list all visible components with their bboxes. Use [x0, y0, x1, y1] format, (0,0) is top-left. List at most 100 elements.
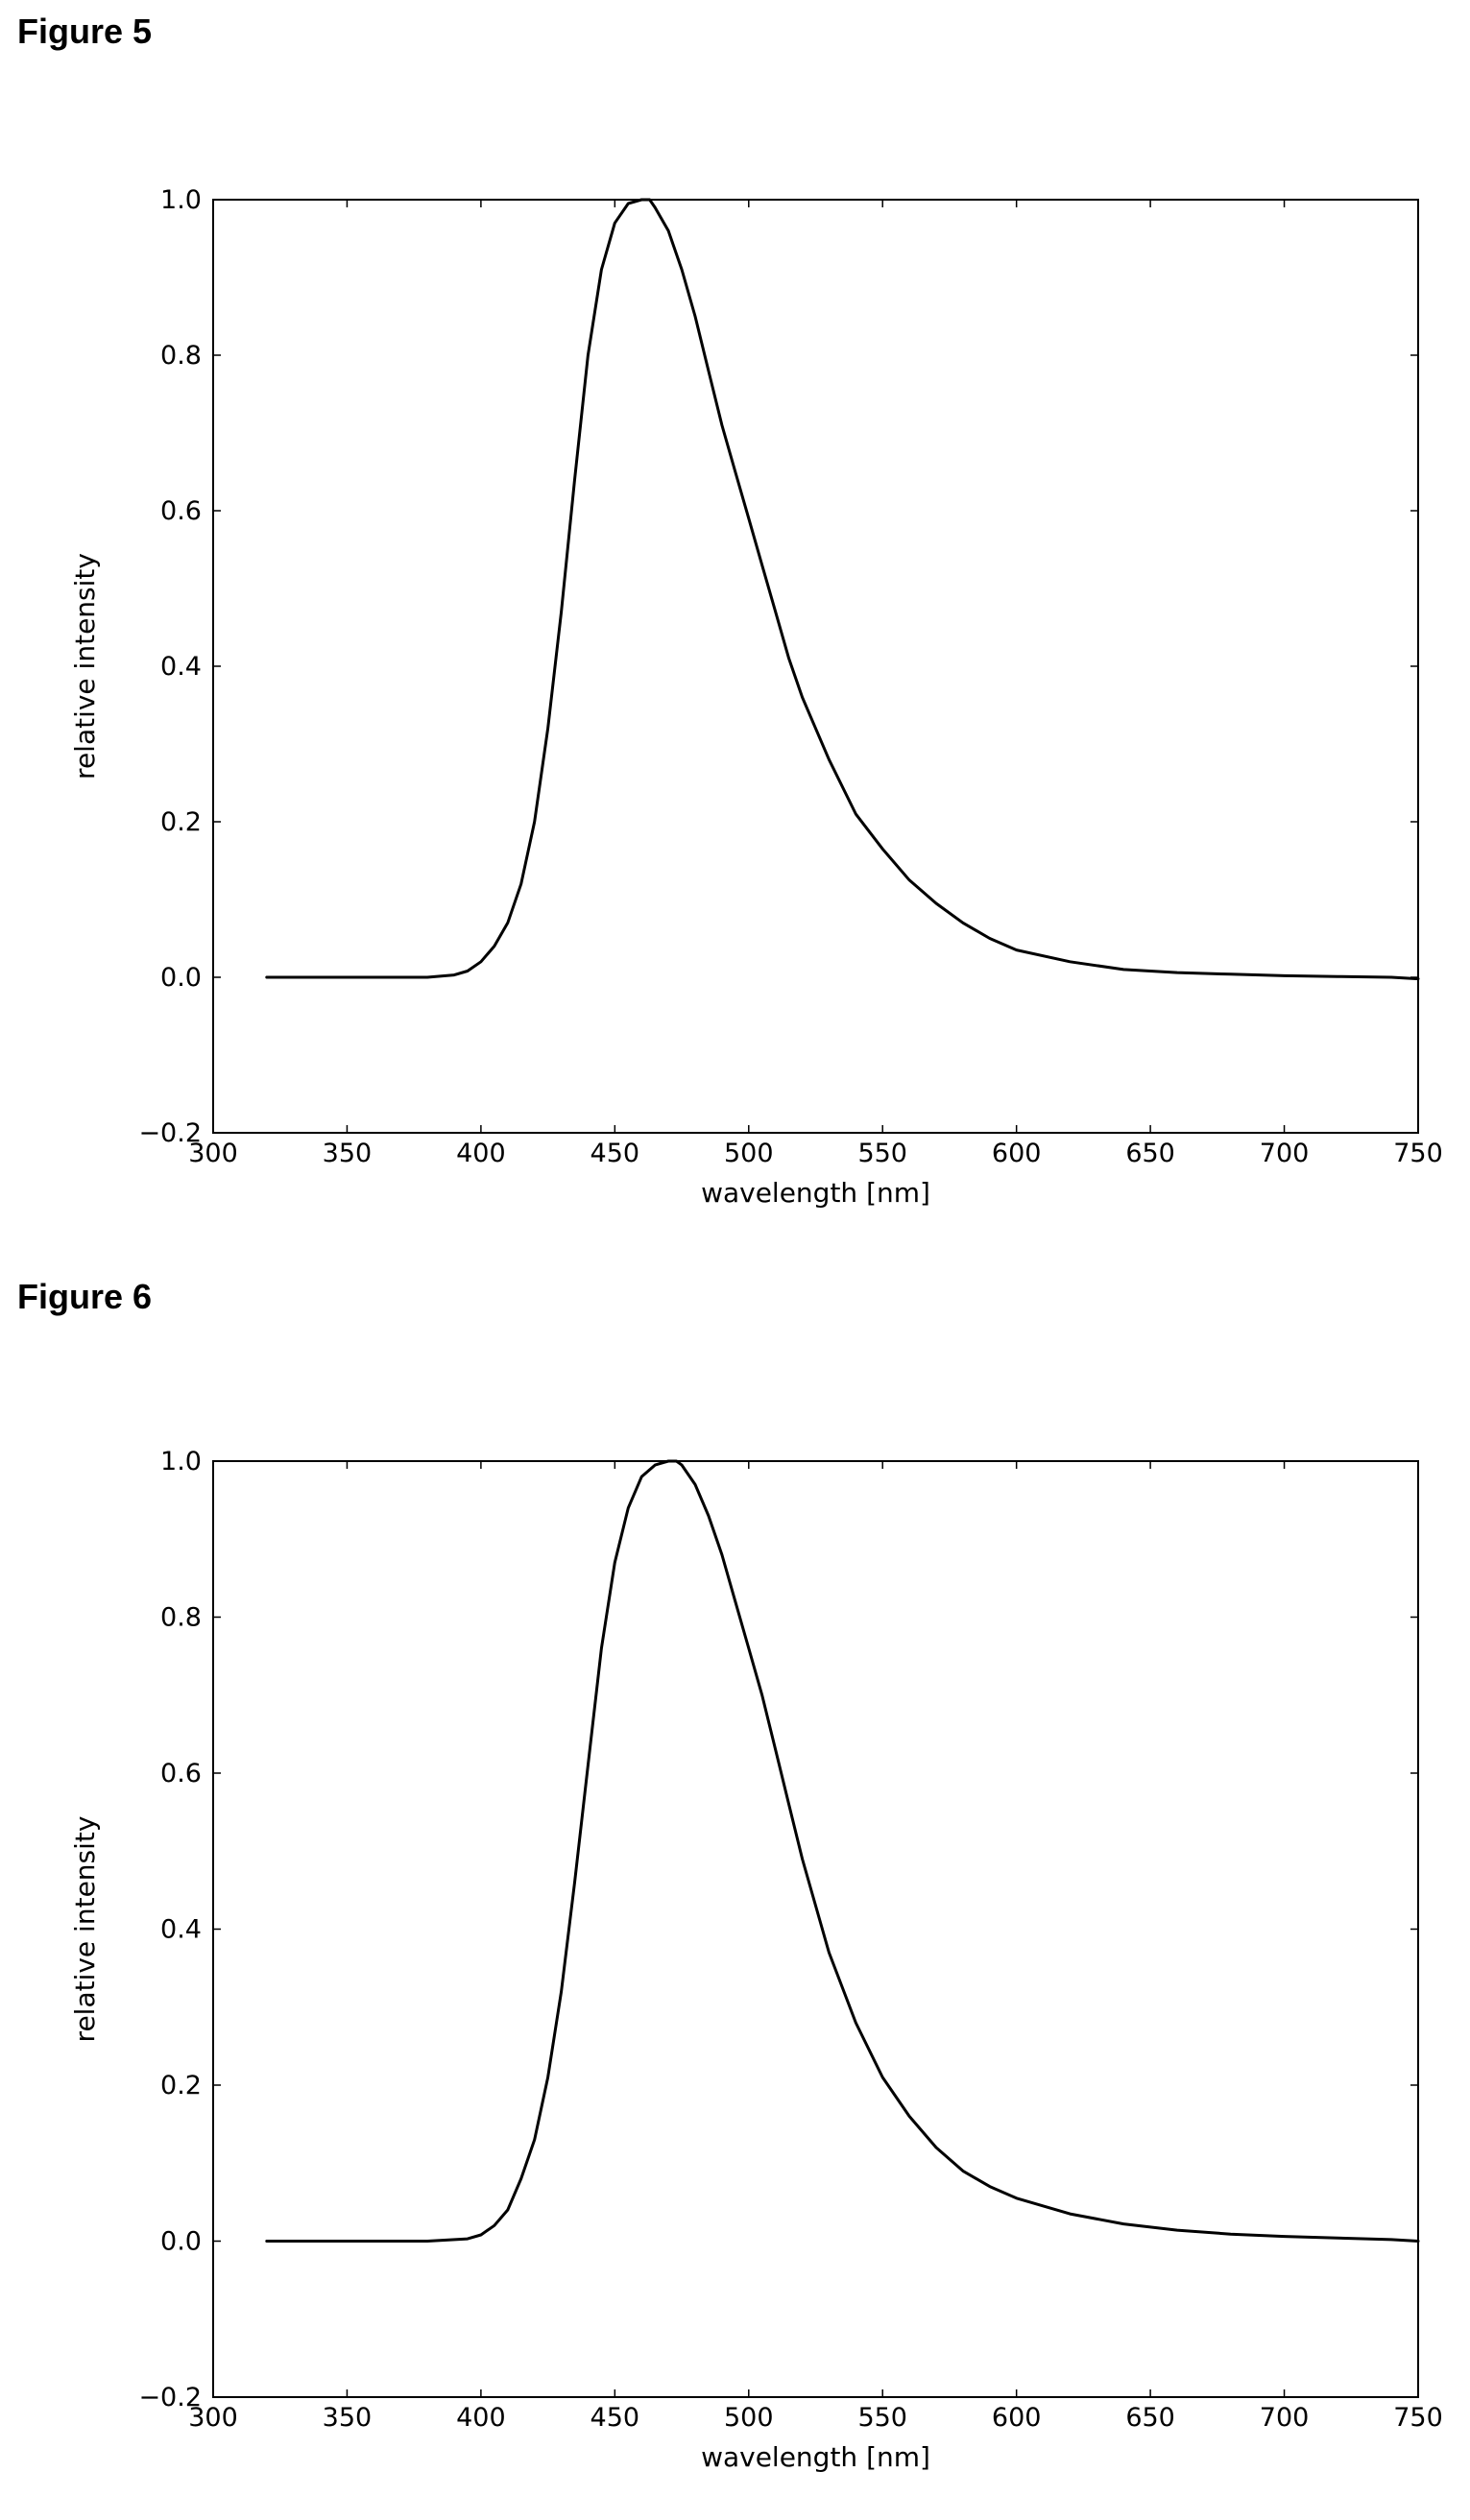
data-point: [573, 478, 576, 481]
x-tick-label: 700: [1260, 1139, 1310, 1168]
data-point: [828, 758, 831, 761]
x-tick-label: 750: [1393, 1139, 1443, 1168]
data-point: [640, 1476, 643, 1478]
x-tick-label: 750: [1393, 2403, 1443, 2433]
data-point: [881, 848, 884, 851]
data-point: [934, 2146, 938, 2149]
y-tick-label: −0.2: [138, 2383, 202, 2412]
x-tick-label: 650: [1125, 1139, 1175, 1168]
plot-frame: [212, 1460, 1419, 2398]
data-point: [648, 198, 651, 202]
data-point: [801, 696, 804, 699]
data-point: [801, 1858, 804, 1860]
x-tick-label: 450: [590, 1139, 640, 1168]
data-point: [319, 2240, 322, 2243]
data-point: [881, 2076, 884, 2079]
x-tick-label: 550: [857, 2403, 907, 2433]
data-point: [1389, 2238, 1393, 2242]
data-point: [653, 205, 657, 209]
data-point: [614, 1561, 616, 1564]
data-point: [600, 268, 603, 272]
data-point: [747, 516, 750, 520]
y-tick-label: 1.0: [160, 185, 202, 215]
data-point: [452, 973, 456, 976]
data-point: [479, 2233, 483, 2237]
data-point: [961, 2170, 965, 2172]
data-point: [560, 611, 563, 613]
y-tick-label: 0.8: [160, 341, 202, 371]
data-point: [1389, 975, 1393, 979]
y-tick-label: −0.2: [138, 1118, 202, 1148]
data-point: [653, 1463, 657, 1467]
x-tick-label: 300: [188, 1139, 238, 1168]
data-point: [1175, 971, 1179, 974]
data-point: [466, 970, 470, 972]
x-tick-label: 350: [323, 2403, 373, 2433]
data-point: [425, 2240, 429, 2243]
data-point: [546, 2076, 549, 2079]
data-point: [760, 1693, 763, 1696]
figure-5-heading: Figure 5: [17, 12, 153, 51]
data-point: [828, 1951, 831, 1955]
data-point: [1283, 2235, 1286, 2238]
data-point: [373, 2240, 375, 2243]
x-tick-label: 400: [456, 1139, 506, 1168]
data-point: [1015, 2196, 1018, 2200]
data-point: [666, 229, 670, 232]
data-point: [707, 370, 711, 372]
y-tick-label: 0.2: [160, 807, 202, 837]
data-point: [814, 1904, 817, 1908]
x-tick-label: 700: [1260, 2403, 1310, 2433]
data-point: [760, 564, 763, 566]
data-point: [680, 1463, 684, 1467]
figure-6-heading: Figure 6: [17, 1277, 153, 1316]
y-tick-label: 0.6: [160, 1759, 202, 1788]
x-axis-label: wavelength [nm]: [701, 1177, 930, 1209]
data-point: [493, 2224, 496, 2227]
x-tick-label: 600: [992, 2403, 1042, 2433]
data-point: [493, 945, 496, 948]
data-point: [640, 198, 643, 202]
data-point: [720, 1553, 724, 1556]
data-point: [1229, 2232, 1232, 2236]
data-point: [774, 1748, 777, 1751]
data-point: [373, 975, 375, 979]
y-tick-label: 0.6: [160, 496, 202, 526]
data-point: [319, 975, 322, 979]
y-tick-label: 0.4: [160, 652, 202, 682]
data-point: [1069, 960, 1072, 963]
data-point: [506, 2208, 509, 2212]
data-point: [720, 423, 724, 427]
data-point: [907, 878, 911, 881]
data-point: [546, 727, 549, 730]
data-point: [1337, 974, 1339, 978]
y-tick-label: 0.4: [160, 1915, 202, 1945]
data-point: [1069, 2212, 1072, 2216]
data-point: [587, 1764, 590, 1767]
data-point: [614, 222, 616, 225]
data-point: [1337, 2237, 1339, 2240]
data-point: [627, 202, 630, 205]
data-point: [1416, 2240, 1420, 2243]
y-tick-label: 0.2: [160, 2071, 202, 2100]
data-point: [425, 975, 429, 979]
data-point: [466, 2237, 470, 2241]
data-point: [265, 975, 268, 979]
data-point: [1416, 977, 1420, 980]
data-point: [265, 2240, 268, 2243]
data-point: [1015, 948, 1018, 951]
data-point: [747, 1646, 750, 1650]
figure-6-chart: 300 350 400 450 500 550 600 650 700 750 −0.2 0.0 0.2…: [69, 1447, 1443, 2473]
data-point: [587, 353, 590, 357]
data-point: [988, 937, 991, 940]
x-tick-label: 500: [724, 1139, 774, 1168]
data-point: [519, 2177, 522, 2180]
x-tick-label: 650: [1125, 2403, 1175, 2433]
x-tick-label: 600: [992, 1139, 1042, 1168]
data-point: [734, 1600, 737, 1603]
data-point: [519, 882, 522, 885]
data-point: [734, 470, 737, 473]
data-point: [1122, 968, 1125, 972]
data-point: [479, 960, 483, 963]
data-point: [533, 820, 536, 824]
